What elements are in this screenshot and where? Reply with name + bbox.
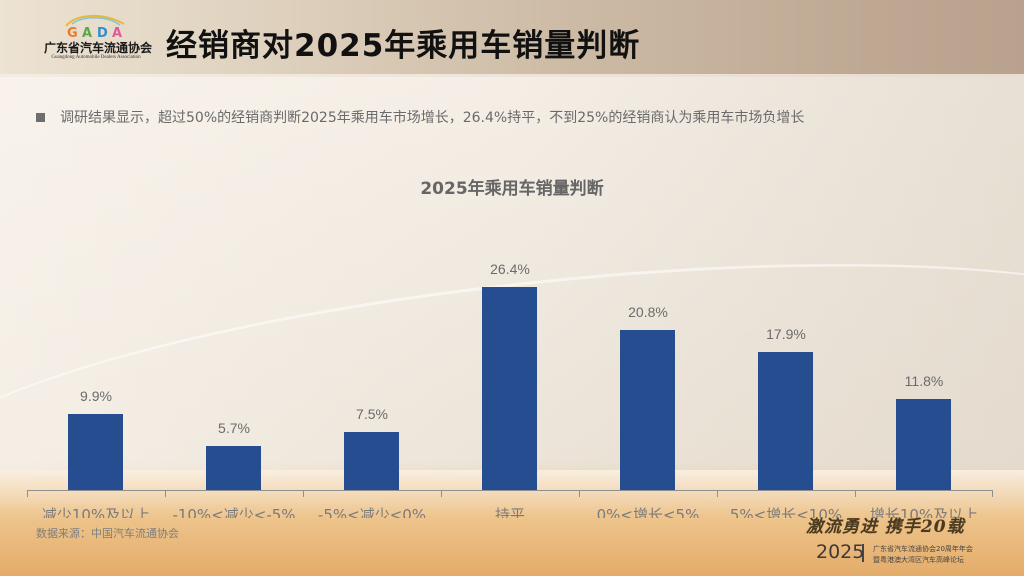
event-name-line1: 广东省汽车流通协会20周年年会 [873, 545, 973, 553]
x-category-label: 0%<增长<5% [596, 506, 700, 518]
event-year: 2025 [816, 541, 865, 563]
summary-text: 调研结果显示，超过50%的经销商判断2025年乘用车市场增长，26.4%持平，不… [60, 110, 805, 126]
chart-title: 2025年乘用车销量判断 [420, 179, 604, 199]
square-bullet-icon [36, 112, 45, 122]
summary-bullet: 调研结果显示，超过50%的经销商判断2025年乘用车市场增长，26.4%持平，不… [36, 108, 804, 126]
x-category-label: 5%<增长<10% [729, 506, 843, 518]
x-category-label: 减少10%及以上 [41, 506, 151, 518]
svg-text:A: A [112, 26, 122, 38]
bar [896, 399, 951, 490]
bar-value-label: 17.9% [766, 326, 806, 342]
bar-group: 17.9% [717, 240, 855, 490]
event-slogan: 激流勇进 携手20载 [806, 517, 965, 537]
x-axis-tick [303, 490, 304, 497]
logo-name-cn: 广东省汽车流通协会 [43, 41, 152, 55]
x-axis-tick [441, 490, 442, 497]
data-source-note: 数据来源：中国汽车流通协会 [36, 527, 179, 540]
x-axis-tick [579, 490, 580, 497]
bar-value-label: 26.4% [490, 261, 530, 277]
bar [206, 446, 261, 490]
x-axis-tick [992, 490, 993, 497]
x-category-label: 持平 [494, 506, 525, 518]
x-axis-tick [27, 490, 28, 497]
bar-value-label: 9.9% [80, 388, 112, 404]
logo-name-en: Guangdong Automobile Dealers Association [51, 55, 141, 60]
header-band [0, 0, 1024, 74]
svg-text:D: D [97, 26, 108, 38]
x-axis [27, 490, 993, 491]
association-logo: G A D A 广东省汽车流通协会 Guangdong Automobile D… [34, 12, 158, 64]
bar-group: 11.8% [855, 240, 993, 490]
svg-text:G: G [67, 26, 78, 38]
x-axis-tick [165, 490, 166, 497]
car-logo-icon: G A D A [65, 14, 125, 38]
bar-group: 9.9% [27, 240, 165, 490]
bar-chart: 9.9% 5.7% 7.5% 26.4% 20.8% 17.9% 11.8% [27, 240, 993, 497]
x-category-label: -5%<减少<0% [317, 506, 427, 518]
bar-group: 7.5% [303, 240, 441, 490]
bar-value-label: 11.8% [904, 373, 944, 389]
bar [758, 352, 813, 490]
bar [68, 414, 123, 490]
bar [620, 330, 675, 490]
svg-text:A: A [82, 26, 92, 38]
x-category-label: 增长10%及以上 [869, 506, 979, 518]
bar-value-label: 20.8% [628, 304, 668, 320]
x-axis-tick [855, 490, 856, 497]
bar-value-label: 5.7% [218, 420, 250, 436]
bar [344, 432, 399, 490]
bar-value-label: 7.5% [356, 406, 388, 422]
bar-group: 26.4% [441, 240, 579, 490]
event-name-line2: 暨粤港澳大湾区汽车高峰论坛 [873, 556, 964, 564]
x-category-label: -10%<减少<-5% [172, 506, 296, 518]
bar [482, 287, 537, 490]
x-axis-tick [717, 490, 718, 497]
header-divider [0, 74, 1024, 77]
bar-group: 20.8% [579, 240, 717, 490]
bar-group: 5.7% [165, 240, 303, 490]
event-divider [862, 544, 864, 562]
page-title: 经销商对2025年乘用车销量判断 [166, 28, 641, 64]
